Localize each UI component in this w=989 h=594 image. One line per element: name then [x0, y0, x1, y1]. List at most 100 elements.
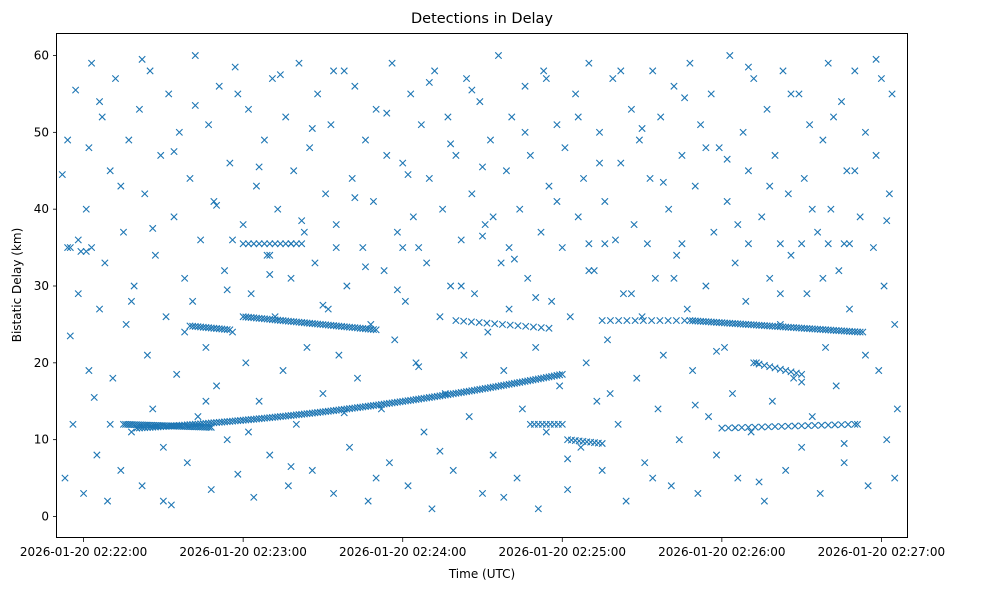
detection-point	[151, 251, 159, 259]
detection-point	[266, 251, 274, 259]
detection-point	[856, 328, 864, 336]
detection-point	[601, 197, 609, 206]
detection-point	[670, 274, 678, 282]
detection-point	[548, 297, 556, 305]
detection-point	[66, 243, 74, 252]
detection-point	[327, 121, 335, 129]
detection-point	[764, 423, 772, 431]
detection-point	[872, 151, 880, 159]
detection-point	[287, 240, 295, 248]
detection-point	[811, 421, 819, 430]
detection-point	[415, 363, 423, 371]
detection-point	[574, 213, 582, 221]
detection-point	[399, 159, 407, 167]
detection-point	[718, 424, 726, 432]
detection-point	[664, 316, 672, 325]
detection-point	[747, 428, 755, 436]
detection-point	[532, 293, 540, 302]
detection-point	[181, 328, 189, 336]
detection-point	[742, 297, 750, 305]
detection-point	[119, 228, 128, 236]
detection-point	[170, 213, 178, 221]
detection-point	[702, 144, 710, 152]
detection-point	[242, 359, 250, 367]
detection-point	[125, 136, 133, 144]
detection-point	[244, 240, 253, 248]
detection-point	[808, 413, 816, 421]
detection-point	[266, 451, 274, 459]
detection-point	[521, 128, 529, 136]
detection-point	[837, 98, 846, 106]
detection-point	[244, 428, 253, 436]
detection-point	[415, 243, 423, 252]
detection-point	[803, 290, 811, 298]
detection-point	[295, 59, 303, 67]
x-tick-label: 2026-01-20 02:26:00	[658, 545, 785, 559]
detection-point	[431, 67, 439, 75]
detection-point	[659, 351, 667, 359]
detection-point	[545, 182, 553, 190]
detection-point	[888, 90, 896, 98]
detection-point	[82, 205, 90, 213]
detection-point	[734, 474, 742, 482]
x-tick-label: 2026-01-20 02:22:00	[20, 545, 147, 559]
detection-point	[77, 247, 85, 256]
detection-point	[483, 319, 491, 327]
detection-point	[851, 167, 859, 175]
detection-point	[558, 420, 566, 428]
detection-point	[364, 497, 372, 505]
detection-point	[183, 459, 191, 467]
detection-point	[282, 113, 290, 121]
detection-point	[103, 497, 112, 505]
detection-point	[383, 109, 391, 117]
detection-point	[351, 82, 359, 90]
detection-point	[207, 486, 215, 494]
detection-point	[643, 240, 651, 248]
detection-point	[64, 243, 72, 252]
detection-point	[191, 101, 199, 110]
detection-point	[715, 144, 723, 152]
detection-point	[165, 90, 173, 98]
detection-point	[117, 466, 125, 474]
detection-point	[250, 240, 258, 248]
detection-point	[574, 113, 582, 121]
detection-point	[303, 343, 311, 352]
detection-point	[622, 497, 630, 505]
detection-point	[851, 420, 859, 428]
detection-point	[617, 159, 625, 167]
detection-point	[651, 274, 659, 282]
detection-point	[707, 90, 715, 98]
detection-point	[90, 393, 98, 401]
detection-point	[561, 144, 569, 152]
detection-point	[204, 121, 213, 129]
detection-point	[843, 167, 851, 175]
detection-point	[292, 240, 300, 248]
detection-point	[61, 474, 69, 482]
detection-point	[750, 359, 758, 367]
detection-point	[784, 190, 792, 198]
detection-point	[824, 240, 832, 248]
detection-point	[782, 466, 790, 474]
detection-point	[117, 182, 125, 190]
detection-point	[731, 259, 739, 267]
detection-point	[798, 443, 806, 451]
detection-point	[738, 423, 746, 432]
detection-point	[641, 459, 649, 467]
detection-point	[638, 124, 646, 133]
detection-point	[423, 259, 431, 267]
y-tick-label: 10	[34, 433, 49, 447]
detection-point	[808, 205, 816, 213]
y-tick-label: 40	[34, 202, 49, 216]
detection-point	[768, 397, 776, 405]
detection-point	[827, 205, 835, 213]
detection-point	[851, 67, 859, 75]
detection-point	[776, 365, 784, 373]
detection-point	[540, 67, 548, 75]
detection-point	[72, 86, 80, 94]
detection-point	[335, 351, 343, 359]
detection-point	[819, 136, 827, 144]
detection-point	[702, 282, 710, 290]
detection-point	[553, 197, 561, 206]
detection-point	[292, 420, 300, 428]
